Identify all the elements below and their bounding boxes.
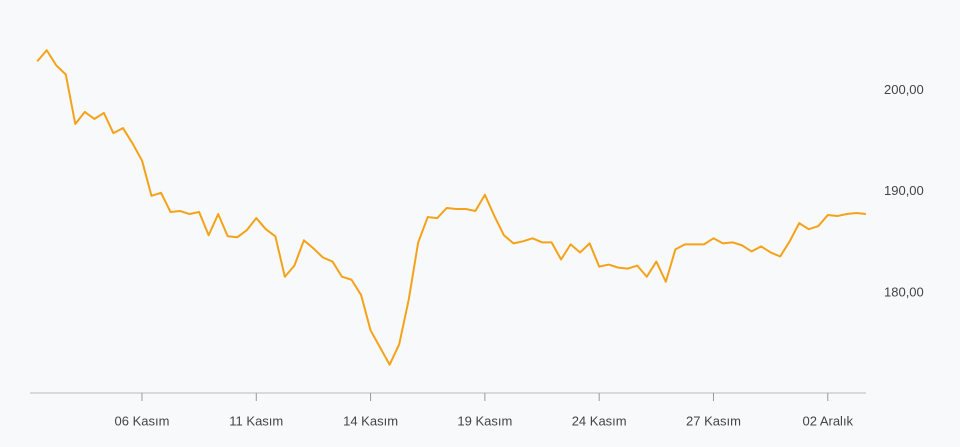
y-tick-label: 200,00 (884, 82, 924, 97)
x-tick-label: 14 Kasım (343, 413, 398, 428)
price-line (36, 49, 866, 366)
x-tick-label: 02 Aralık (802, 413, 853, 428)
y-tick-label: 190,00 (884, 183, 924, 198)
x-tick-label: 06 Kasım (115, 413, 170, 428)
x-tick-label: 27 Kasım (686, 413, 741, 428)
x-tick-label: 24 Kasım (572, 413, 627, 428)
x-tick-label: 11 Kasım (229, 413, 283, 428)
x-tick-label: 19 Kasım (457, 413, 512, 428)
y-tick-label: 180,00 (884, 284, 924, 299)
